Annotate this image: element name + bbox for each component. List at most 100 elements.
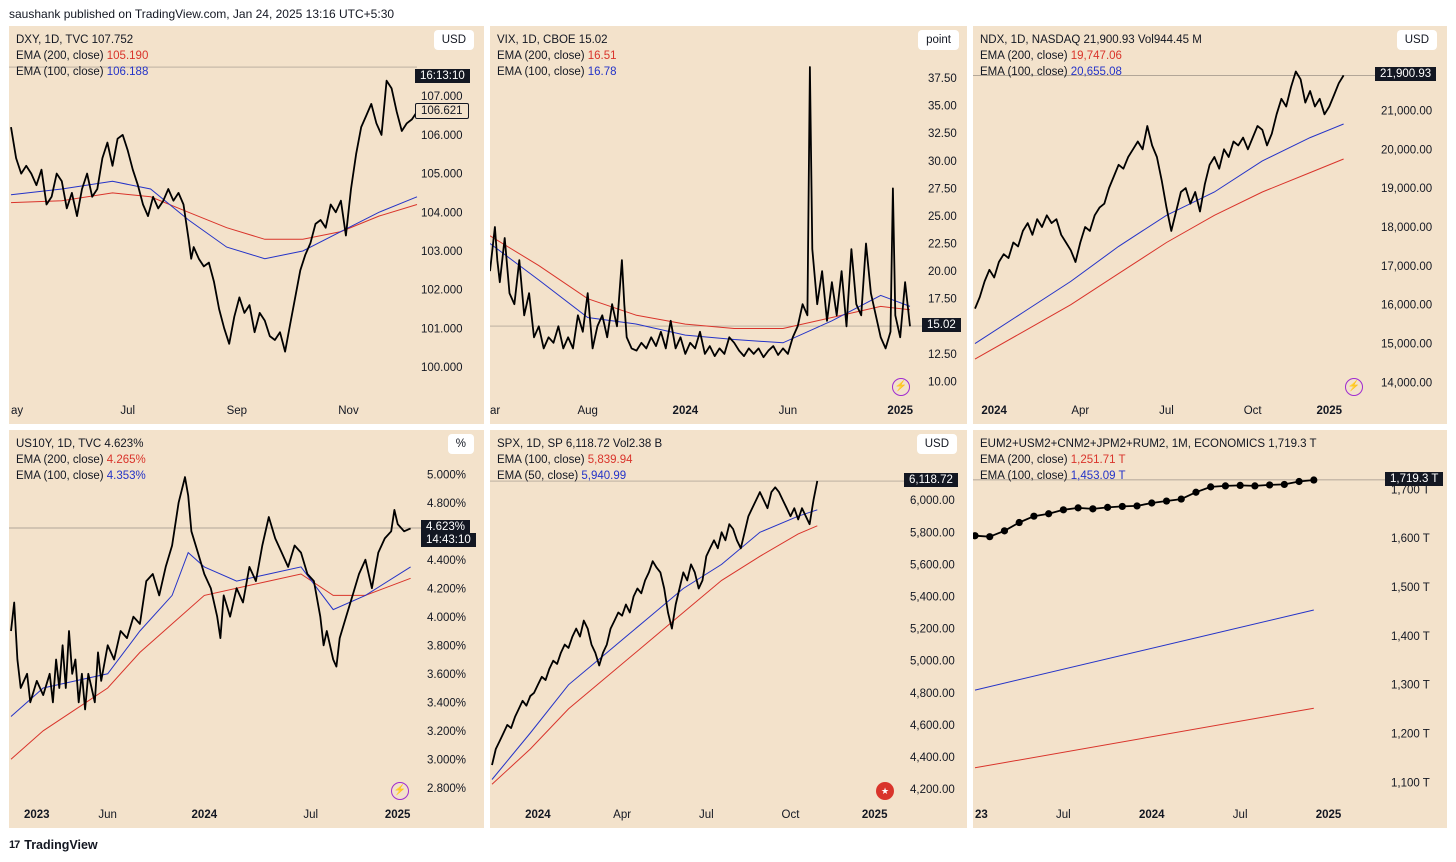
x-tick-label: Oct (782, 809, 801, 821)
y-tick-label: 19,000.00 (1381, 183, 1432, 195)
currency-unit-button[interactable]: % (447, 434, 474, 454)
price-point (1118, 502, 1126, 511)
ema1-line (974, 158, 1344, 360)
chart-panel-m2[interactable]: 1,700 T 1,600 T 1,500 T 1,400 T 1,300 T 1,200… (973, 430, 1447, 828)
y-tick-label: 2.800% (427, 783, 466, 795)
x-tick-label: Jul (1233, 809, 1248, 821)
x-tick-label: 2024 (981, 405, 1007, 417)
y-tick-label: 4,800.00 (910, 688, 955, 700)
y-tick-label: 4.000% (427, 612, 466, 624)
y-tick-label: 15,000.00 (1381, 339, 1432, 351)
y-tick-label: 27.50 (928, 183, 957, 195)
ema-legend-1: EMA (200, close) 19,747.06 (980, 50, 1122, 62)
us-flag-icon[interactable]: ★ (876, 782, 894, 800)
chart-panel-dxy[interactable]: 107.000 106.000 105.000 104.000 103.000 102.0… (9, 26, 484, 424)
x-tick-label: 2025 (887, 405, 913, 417)
price-line (490, 66, 911, 359)
x-tick-label: Jul (699, 809, 714, 821)
lightning-icon[interactable]: ⚡ (892, 378, 910, 396)
chart-panel-us10y[interactable]: 5.000%4.800%4.600%4.400%4.200%4.000%3.80… (9, 430, 484, 828)
y-tick-label: 16,000.00 (1381, 300, 1432, 312)
y-tick-label: 5,400.00 (910, 591, 955, 603)
lightning-icon[interactable]: ⚡ (1345, 378, 1363, 396)
currency-unit-button[interactable]: USD (433, 30, 474, 50)
price-point (1148, 499, 1156, 507)
price-point (1000, 527, 1009, 535)
y-tick-label: 3.000% (427, 754, 466, 766)
chart-svg: 37.50 35.00 32.50 30.00 27.50 25.00 22.50 20.00… (490, 66, 957, 417)
x-tick-label: 2024 (1139, 809, 1165, 821)
ema1-line (490, 235, 911, 329)
y-tick-label: 18,000.00 (1381, 222, 1432, 234)
y-tick-label: 35.00 (928, 101, 957, 113)
y-tick-label: 12.50 (928, 349, 957, 361)
y-tick-label: 1,300 T (1391, 680, 1430, 692)
y-tick-label: 20,000.00 (1381, 144, 1432, 156)
y-tick-label: 100.000 (421, 362, 463, 374)
currency-unit-button[interactable]: USD (1396, 30, 1437, 50)
ema-legend-1: EMA (200, close) 105.190 (16, 50, 149, 62)
price-badge: 21,900.93 (1375, 67, 1437, 82)
x-tick-label: 2024 (525, 809, 551, 821)
currency-unit-button[interactable]: point (918, 30, 959, 50)
chart-title: NDX, 1D, NASDAQ 21,900.93 Vol944.45 M (980, 34, 1202, 46)
price-point (1133, 502, 1141, 510)
y-tick-label: 25.00 (928, 211, 957, 223)
price-point (1030, 512, 1038, 520)
x-tick-label: 2025 (1316, 405, 1342, 417)
y-tick-label: 1,500 T (1391, 582, 1430, 594)
ema1-line (10, 573, 411, 760)
y-tick-label: 4,200.00 (910, 784, 955, 796)
price-badge: 1,719.3 T (1385, 471, 1444, 486)
y-tick-label: 5,800.00 (910, 527, 955, 539)
x-tick-label: 2025 (1316, 809, 1342, 821)
tradingview-brand: TradingView (24, 838, 98, 852)
price-line (974, 479, 1314, 538)
chart-panel-spx[interactable]: 6,000.00 5,800.00 5,600.00 5,400.00 5,200.00… (490, 430, 967, 828)
chart-svg: 1,700 T 1,600 T 1,500 T 1,400 T 1,300 T 1,200… (973, 476, 1430, 821)
price-point (1074, 504, 1082, 512)
price-badge: 15.02 (922, 318, 961, 333)
y-tick-label: 10.00 (928, 376, 957, 388)
chart-svg: 107.000 106.000 105.000 104.000 103.000 102.0… (9, 66, 463, 417)
price-point (1207, 483, 1215, 491)
price-point (1295, 477, 1303, 486)
price-point (1221, 482, 1230, 490)
price-point (1280, 480, 1288, 489)
y-tick-label: 1,700 T (1391, 484, 1430, 496)
x-tick-label: Oct (1244, 405, 1263, 417)
y-tick-label: 21,000.00 (1381, 105, 1432, 117)
y-tick-label: 17.50 (928, 294, 957, 306)
price-point (1310, 476, 1318, 484)
x-tick-label: Apr (1071, 405, 1089, 417)
price-point (986, 533, 994, 541)
y-tick-label: 32.50 (928, 128, 957, 140)
y-tick-label: 105.000 (421, 169, 463, 181)
y-tick-label: 102.000 (421, 285, 463, 297)
price-point (1089, 505, 1097, 513)
chart-legend: NDX, 1D, NASDAQ 21,900.93 Vol944.45 M EMA… (980, 32, 1202, 80)
ema2-line (10, 551, 411, 717)
chart-panel-ndx[interactable]: 21,000.00 20,000.00 19,000.00 18,000.00 17,0… (973, 26, 1447, 424)
chart-title: DXY, 1D, TVC 107.752 (16, 34, 134, 46)
y-tick-label: 104.000 (421, 207, 463, 219)
y-tick-label: 4,600.00 (910, 720, 955, 732)
chart-legend: EUM2+USM2+CNM2+JPM2+RUM2, 1M, ECONOMICS … (980, 436, 1317, 484)
lightning-icon[interactable]: ⚡ (391, 782, 409, 800)
ema-legend-1: EMA (200, close) 1,251.71 T (980, 454, 1126, 466)
y-tick-label: 107.000 (421, 91, 463, 103)
x-tick-label: Jul (120, 405, 135, 417)
chart-svg: 6,000.00 5,800.00 5,600.00 5,400.00 5,200.00… (490, 480, 955, 821)
currency-unit-button[interactable]: USD (916, 434, 957, 454)
y-tick-label: 1,600 T (1391, 533, 1430, 545)
ema2-line (491, 509, 818, 780)
y-tick-label: 4,400.00 (910, 752, 955, 764)
price-point (1192, 488, 1200, 496)
price-badge: 6,118.72 (904, 473, 958, 488)
chart-title: SPX, 1D, SP 6,118.72 Vol2.38 B (497, 438, 663, 450)
chart-svg: 21,000.00 20,000.00 19,000.00 18,000.00 17,0… (973, 70, 1432, 417)
chart-panel-vix[interactable]: 37.50 35.00 32.50 30.00 27.50 25.00 22.50 20.00… (490, 26, 967, 424)
x-tick-label: Sep (227, 405, 247, 417)
price-badge: 106.621 (415, 102, 469, 119)
ema-legend-2: EMA (100, close) 4.353% (16, 470, 146, 482)
